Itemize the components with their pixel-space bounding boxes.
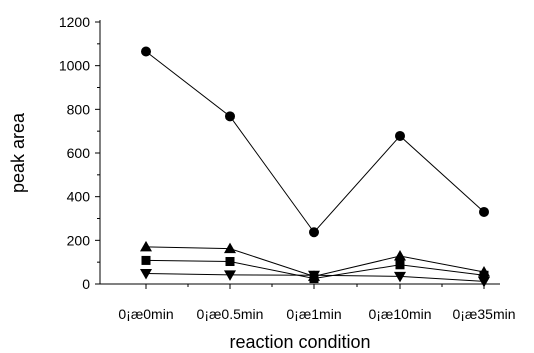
y-tick-label: 400	[67, 189, 91, 205]
marker-triangle-down	[140, 269, 152, 280]
marker-square	[141, 255, 151, 265]
x-tick-label: 0¡æ10min	[368, 306, 431, 322]
x-tick-label: 0¡æ0min	[118, 306, 173, 322]
y-tick-label: 800	[67, 101, 91, 117]
x-tick-label: 0¡æ35min	[452, 306, 515, 322]
y-tick-label: 600	[67, 145, 91, 161]
series-line-circle	[145, 51, 485, 234]
y-axis-title: peak area	[8, 112, 28, 193]
marker-square	[479, 270, 489, 280]
x-tick-label: 0¡æ1min	[286, 306, 341, 322]
y-tick-label: 1200	[59, 14, 90, 30]
marker-square	[225, 257, 235, 267]
marker-triangle-down	[308, 270, 320, 282]
y-tick-label: 200	[67, 232, 91, 248]
marker-circle	[309, 227, 319, 238]
marker-circle	[479, 206, 489, 217]
marker-triangle-up	[224, 242, 236, 254]
x-axis-title: reaction condition	[229, 332, 370, 352]
x-tick-label: 0¡æ0.5min	[197, 306, 264, 322]
marker-triangle-down	[394, 271, 406, 283]
marker-triangle-up	[394, 250, 406, 261]
marker-triangle-down	[478, 276, 490, 288]
marker-triangle-down	[224, 270, 236, 281]
marker-circle	[395, 130, 405, 141]
y-tick-label: 1000	[59, 58, 90, 74]
marker-circle	[141, 46, 151, 57]
marker-circle	[225, 111, 235, 122]
marker-triangle-up	[140, 240, 152, 252]
marker-square	[395, 260, 405, 270]
y-tick-label: 0	[82, 276, 90, 292]
